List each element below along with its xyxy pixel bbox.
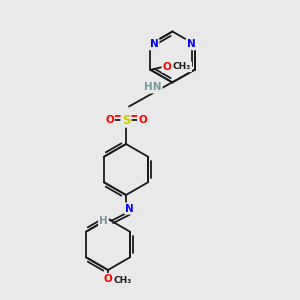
Text: N: N xyxy=(187,39,195,49)
Text: H: H xyxy=(99,216,108,226)
Text: O: O xyxy=(105,115,114,125)
Text: CH₃: CH₃ xyxy=(114,276,132,285)
Text: S: S xyxy=(122,113,130,127)
Text: N: N xyxy=(150,39,158,49)
Text: O: O xyxy=(138,115,147,125)
Text: O: O xyxy=(103,274,112,284)
Text: HN: HN xyxy=(144,82,161,92)
Text: O: O xyxy=(163,62,171,72)
Text: N: N xyxy=(125,203,134,214)
Text: CH₃: CH₃ xyxy=(173,62,191,71)
